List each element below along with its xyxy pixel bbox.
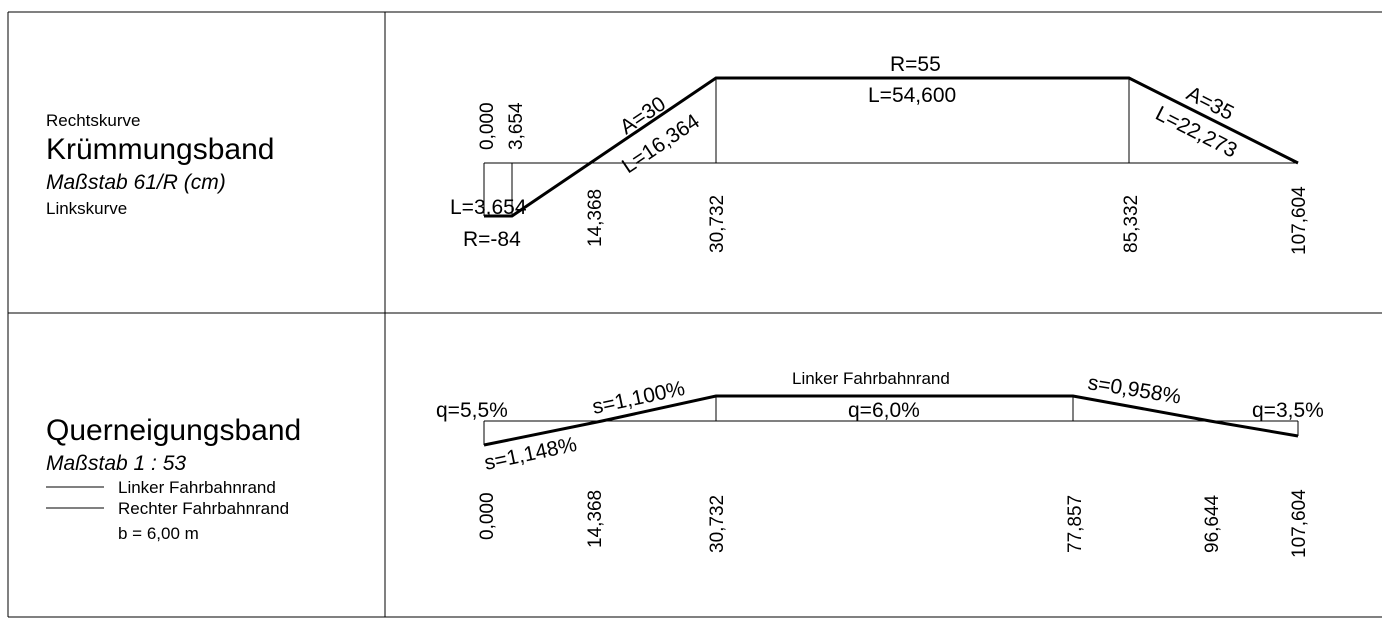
querneigungsband-label-cell: Querneigungsband Maßstab 1 : 53 Linker F…	[46, 414, 301, 543]
station-label: 30,732	[707, 195, 728, 253]
rechtskurve-label: Rechtskurve	[46, 111, 140, 130]
station-label: 0,000	[477, 102, 498, 150]
station-label: 107,604	[1289, 186, 1310, 255]
station-label: 14,368	[585, 490, 606, 548]
table-grid	[7, 11, 1382, 618]
station-label: 0,000	[477, 492, 498, 540]
station-label: 30,732	[707, 495, 728, 553]
arc2-radius: R=55	[890, 53, 941, 76]
kruemmungsband-title: Krümmungsband	[46, 133, 274, 166]
crossfall-mid: q=6,0%	[848, 399, 920, 422]
kruemmungsband-plot: 0,000 3,654 14,368 30,732 85,332 107,604…	[450, 53, 1310, 255]
arc1-length: L=3,654	[450, 196, 527, 219]
crossfall-end: q=3,5%	[1252, 399, 1324, 422]
station-label: 3,654	[506, 102, 527, 150]
width-note: b = 6,00 m	[118, 524, 199, 543]
querneigungsband-title: Querneigungsband	[46, 414, 301, 447]
legend-right-edge: Rechter Fahrbahnrand	[118, 499, 289, 518]
edge-label: Linker Fahrbahnrand	[792, 369, 950, 388]
right-edge-line	[483, 394, 1299, 447]
legend-left-edge: Linker Fahrbahnrand	[118, 478, 276, 497]
curvature-line	[484, 76, 1299, 218]
querneigungsband-plot: 0,000 14,368 30,732 77,857 96,644 107,60…	[436, 369, 1324, 558]
kruemmungsband-scale: Maßstab 61/R (cm)	[46, 171, 226, 194]
slope-right-desc: s=0,958%	[1086, 371, 1182, 408]
crossfall-start: q=5,5%	[436, 399, 508, 422]
station-label: 14,368	[585, 189, 606, 247]
linkskurve-label: Linkskurve	[46, 199, 127, 218]
slope-right-start: s=1,148%	[482, 433, 579, 475]
station-label: 96,644	[1202, 494, 1223, 553]
station-label: 77,857	[1065, 495, 1086, 553]
kruemmungsband-label-cell: Rechtskurve Krümmungsband Maßstab 61/R (…	[46, 111, 274, 218]
querneigungsband-scale: Maßstab 1 : 53	[46, 452, 186, 475]
station-label: 85,332	[1121, 195, 1142, 253]
arc2-length: L=54,600	[868, 84, 956, 107]
arc1-radius: R=-84	[463, 228, 521, 251]
station-label: 107,604	[1289, 489, 1310, 558]
